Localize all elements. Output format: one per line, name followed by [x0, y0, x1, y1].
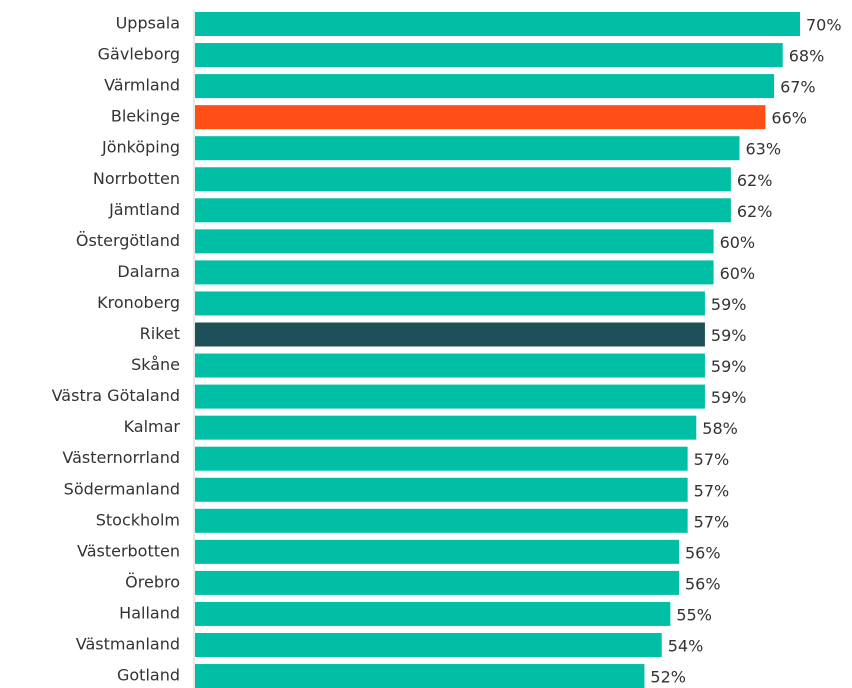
value-label: 57%	[694, 481, 730, 500]
bar	[195, 570, 679, 595]
category-label: Gotland	[117, 666, 180, 685]
bar	[195, 260, 714, 285]
value-label: 54%	[668, 637, 704, 656]
value-label: 62%	[737, 171, 773, 190]
category-label: Skåne	[131, 355, 180, 374]
bar	[195, 633, 662, 657]
category-label: Gävleborg	[98, 45, 180, 64]
value-label: 57%	[694, 512, 730, 531]
bar	[195, 136, 740, 161]
category-label: Jämtland	[108, 200, 180, 219]
category-label: Västmanland	[76, 635, 180, 654]
bar	[195, 105, 766, 130]
category-label: Örebro	[125, 572, 180, 591]
category-label: Södermanland	[64, 479, 180, 498]
value-label: 59%	[711, 326, 747, 345]
bar	[195, 664, 645, 688]
bar	[195, 415, 697, 440]
category-label: Kronoberg	[97, 293, 180, 312]
category-label: Västra Götaland	[52, 386, 180, 405]
value-label: 55%	[676, 605, 712, 624]
category-label: Uppsala	[116, 14, 180, 33]
category-label: Norrbotten	[93, 169, 180, 188]
category-label: Stockholm	[96, 510, 180, 529]
bar	[195, 353, 705, 378]
bar	[195, 384, 705, 409]
bar	[195, 43, 783, 68]
category-label: Kalmar	[124, 417, 181, 436]
value-label: 68%	[789, 47, 825, 66]
bar	[195, 12, 800, 36]
bar	[195, 508, 688, 533]
bar	[195, 74, 775, 99]
bar	[195, 539, 679, 564]
value-label: 52%	[650, 668, 686, 687]
category-label: Värmland	[104, 76, 180, 95]
value-label: 62%	[737, 202, 773, 221]
value-label: 56%	[685, 543, 721, 562]
value-label: 67%	[780, 78, 816, 97]
value-label: 60%	[720, 233, 756, 252]
category-label: Östergötland	[76, 231, 180, 250]
category-label: Blekinge	[111, 107, 180, 126]
category-label: Halland	[119, 603, 180, 622]
bar	[195, 291, 705, 316]
bar	[195, 229, 714, 254]
bar	[195, 601, 671, 626]
value-label: 58%	[702, 419, 738, 438]
value-label: 59%	[711, 388, 747, 407]
category-label: Jönköping	[101, 138, 180, 157]
value-label: 66%	[771, 109, 807, 128]
category-label: Västerbotten	[77, 541, 180, 560]
value-label: 59%	[711, 357, 747, 376]
category-label: Dalarna	[117, 262, 180, 281]
category-label: Riket	[140, 324, 180, 343]
bar	[195, 198, 731, 223]
bar	[195, 322, 705, 347]
bar	[195, 446, 688, 471]
value-label: 70%	[806, 16, 842, 35]
value-label: 63%	[746, 140, 782, 159]
bar	[195, 477, 688, 502]
value-label: 60%	[720, 264, 756, 283]
bar	[195, 167, 731, 192]
value-label: 57%	[694, 450, 730, 469]
value-label: 59%	[711, 295, 747, 314]
category-label: Västernorrland	[62, 448, 180, 467]
value-label: 56%	[685, 574, 721, 593]
